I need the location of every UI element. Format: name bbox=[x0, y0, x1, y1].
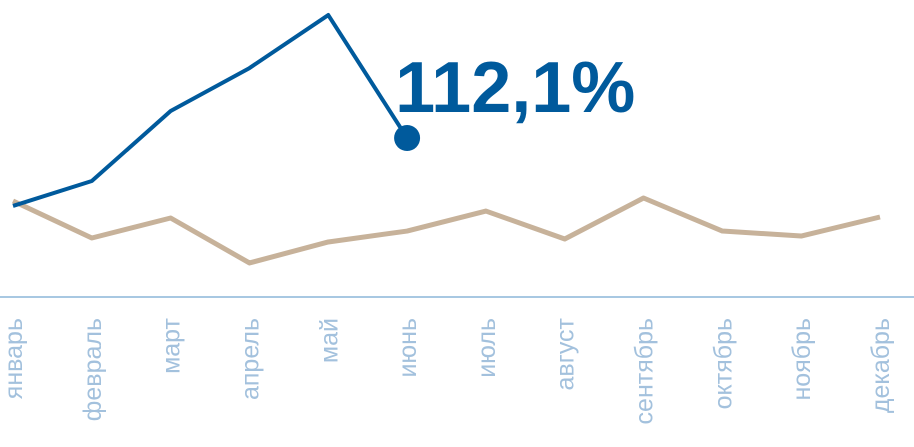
x-tick-label: февраль bbox=[79, 318, 107, 421]
x-tick-label: апрель bbox=[236, 318, 264, 400]
x-tick-label: январь bbox=[0, 318, 28, 399]
x-tick-label: март bbox=[158, 317, 186, 373]
x-tick-label: сентябрь bbox=[631, 318, 659, 424]
end-point bbox=[394, 125, 421, 152]
x-tick-label: ноябрь bbox=[788, 318, 816, 401]
value-label: 112,1% bbox=[395, 48, 635, 128]
x-tick-label: июнь bbox=[394, 318, 422, 378]
x-tick-label: декабрь bbox=[867, 318, 895, 413]
line-series bbox=[11, 195, 881, 266]
x-tick-label: июль bbox=[473, 318, 501, 378]
x-tick-label: август bbox=[552, 317, 580, 390]
line-series bbox=[12, 13, 409, 208]
x-tick-label: май bbox=[315, 318, 343, 363]
x-tick-label: октябрь bbox=[709, 318, 737, 409]
